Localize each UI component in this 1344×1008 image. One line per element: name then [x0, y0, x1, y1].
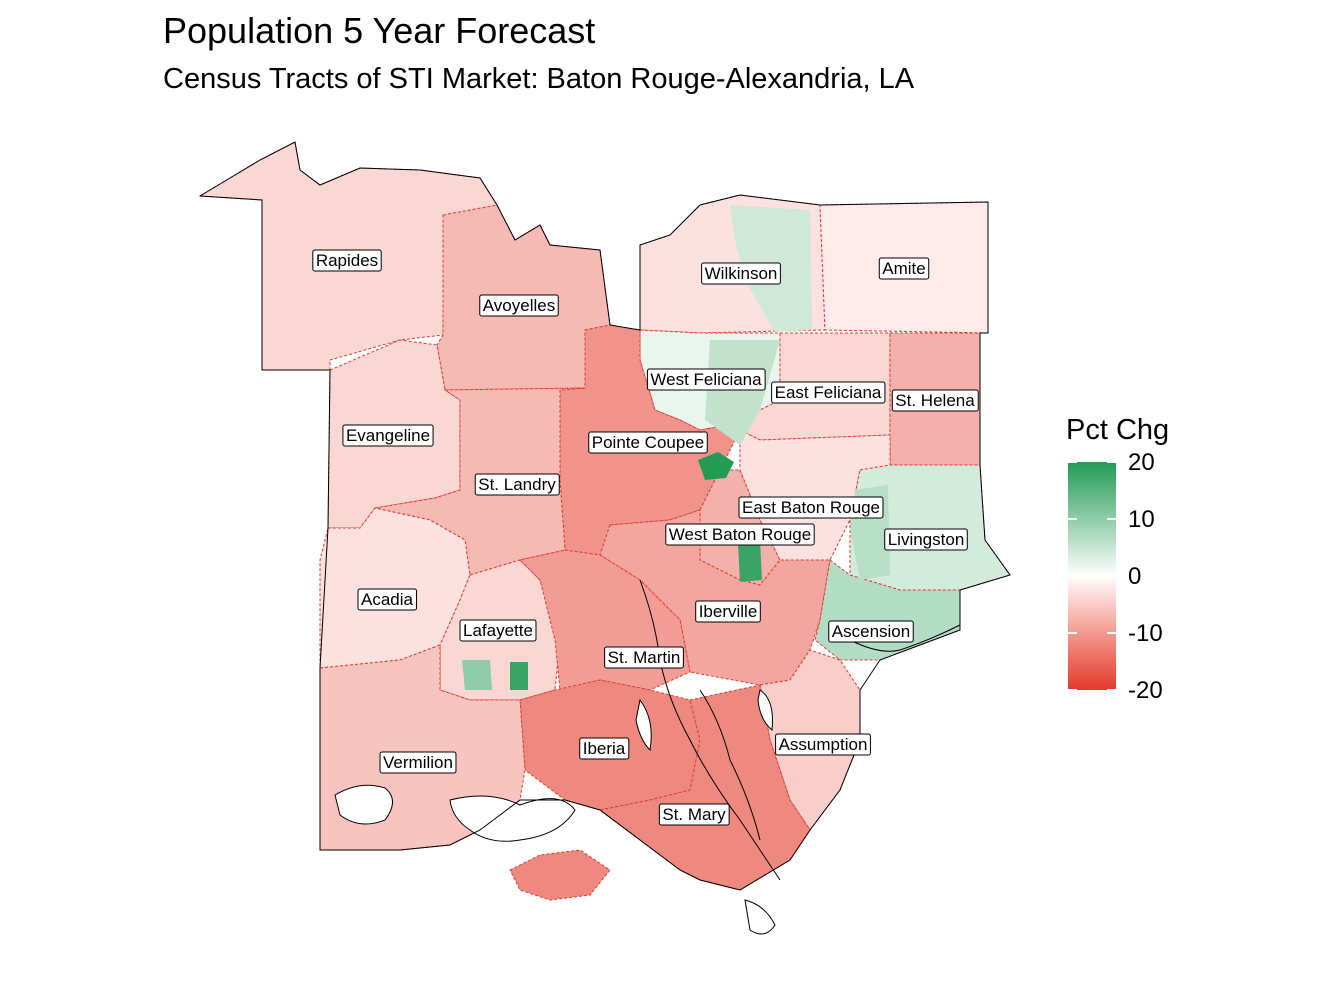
parish-label-east-baton-rouge: East Baton Rouge	[738, 496, 884, 519]
parish-label-box	[891, 389, 979, 412]
parish-label-box	[579, 737, 630, 760]
map-subtitle: Census Tracts of STI Market: Baton Rouge…	[163, 63, 915, 95]
parish-label-box	[357, 588, 418, 611]
parish-label-ascension: Ascension	[828, 620, 914, 643]
parish-label-evangeline: Evangeline	[342, 424, 434, 447]
parish-label-west-feliciana: West Feliciana	[646, 368, 766, 391]
parish-label-box	[379, 751, 457, 774]
parish-label-text: St. Mary	[662, 805, 726, 824]
parish-label-st-martin: St. Martin	[604, 646, 684, 669]
parish-label-box	[474, 473, 560, 496]
parish-label-text: Evangeline	[346, 426, 430, 445]
parish-label-box	[701, 262, 781, 285]
parish-label-text: West Baton Rouge	[669, 525, 811, 544]
parish-label-text: St. Martin	[608, 648, 681, 667]
tract-green-lafayette-b	[510, 662, 528, 690]
parish-label-box	[342, 424, 434, 447]
tract-green-lafayette-a	[462, 660, 492, 690]
parish-label-text: Livingston	[888, 530, 965, 549]
parish-label-box	[771, 381, 886, 404]
parish-label-text: Wilkinson	[705, 264, 778, 283]
lake-verret	[757, 689, 773, 731]
parish-label-box	[312, 249, 382, 272]
parish-label-text: Ascension	[832, 622, 910, 641]
parish-label-west-baton-rouge: West Baton Rouge	[665, 523, 815, 546]
legend-title: Pct Chg	[1066, 414, 1170, 446]
river-line-3	[849, 624, 961, 652]
tract-green-pointe-coupee	[698, 452, 734, 480]
parish-label-text: Assumption	[779, 735, 868, 754]
parish-label-st-mary: St. Mary	[658, 803, 730, 826]
legend-tick-label: 20	[1128, 449, 1155, 476]
vermilion-bay	[449, 795, 576, 842]
parish-label-box	[828, 620, 914, 643]
parish-label-text: Rapides	[316, 251, 378, 270]
parish-label-box	[646, 368, 766, 391]
parish-label-east-feliciana: East Feliciana	[771, 381, 886, 404]
parish-label-box	[588, 431, 708, 454]
legend-tick-label: 10	[1128, 506, 1155, 533]
tract-green-wbr	[738, 540, 762, 582]
parish-label-amite: Amite	[878, 257, 930, 280]
parish-label-lafayette: Lafayette	[459, 619, 537, 642]
parish-label-vermilion: Vermilion	[379, 751, 457, 774]
parish-label-text: Avoyelles	[483, 296, 555, 315]
legend-tick-label: -10	[1128, 620, 1163, 647]
grand-lake	[635, 698, 652, 752]
parish-label-text: Amite	[882, 259, 925, 278]
parish-label-text: Iberville	[699, 602, 758, 621]
parish-label-avoyelles: Avoyelles	[479, 294, 559, 317]
parish-label-box	[775, 733, 871, 756]
parish-label-text: Vermilion	[383, 753, 453, 772]
parish-label-text: Acadia	[361, 590, 414, 609]
legend-tick-label: -20	[1128, 677, 1163, 704]
parish-label-wilkinson: Wilkinson	[701, 262, 781, 285]
parish-label-box	[479, 294, 559, 317]
parish-label-text: East Baton Rouge	[742, 498, 880, 517]
parish-label-box	[658, 803, 730, 826]
parish-label-box	[459, 619, 537, 642]
parish-label-text: Pointe Coupee	[592, 433, 704, 452]
parish-label-st-helena: St. Helena	[891, 389, 979, 412]
parish-label-st-landry: St. Landry	[474, 473, 560, 496]
parish-label-livingston: Livingston	[884, 528, 968, 551]
parish-label-acadia: Acadia	[357, 588, 418, 611]
parish-label-text: St. Landry	[478, 475, 556, 494]
parish-label-iberville: Iberville	[695, 600, 761, 623]
parish-label-box	[695, 600, 761, 623]
lake-vermilion-west	[334, 784, 393, 825]
river-line-1	[639, 579, 781, 881]
parish-label-text: Lafayette	[463, 621, 533, 640]
parish-label-text: St. Helena	[895, 391, 975, 410]
market-boundary	[199, 141, 1011, 891]
parish-marsh-island	[509, 849, 611, 901]
parish-label-assumption: Assumption	[775, 733, 871, 756]
parish-label-iberia: Iberia	[579, 737, 630, 760]
parish-label-box	[884, 528, 968, 551]
parish-label-box	[878, 257, 930, 280]
parish-label-box	[604, 646, 684, 669]
parish-livingston	[849, 464, 1011, 591]
parish-label-text: Iberia	[583, 739, 626, 758]
parish-label-box	[738, 496, 884, 519]
map-title: Population 5 Year Forecast	[163, 10, 596, 51]
tract-green-feliciana	[705, 340, 780, 445]
legend-tick-label: 0	[1128, 563, 1142, 590]
parish-label-text: East Feliciana	[775, 383, 882, 402]
parish-label-text: West Feliciana	[650, 370, 762, 389]
parish-label-box	[665, 523, 815, 546]
lake-delta-south	[744, 899, 776, 935]
parish-label-pointe-coupee: Pointe Coupee	[588, 431, 708, 454]
parish-label-rapides: Rapides	[312, 249, 382, 272]
river-line-2	[699, 689, 761, 841]
